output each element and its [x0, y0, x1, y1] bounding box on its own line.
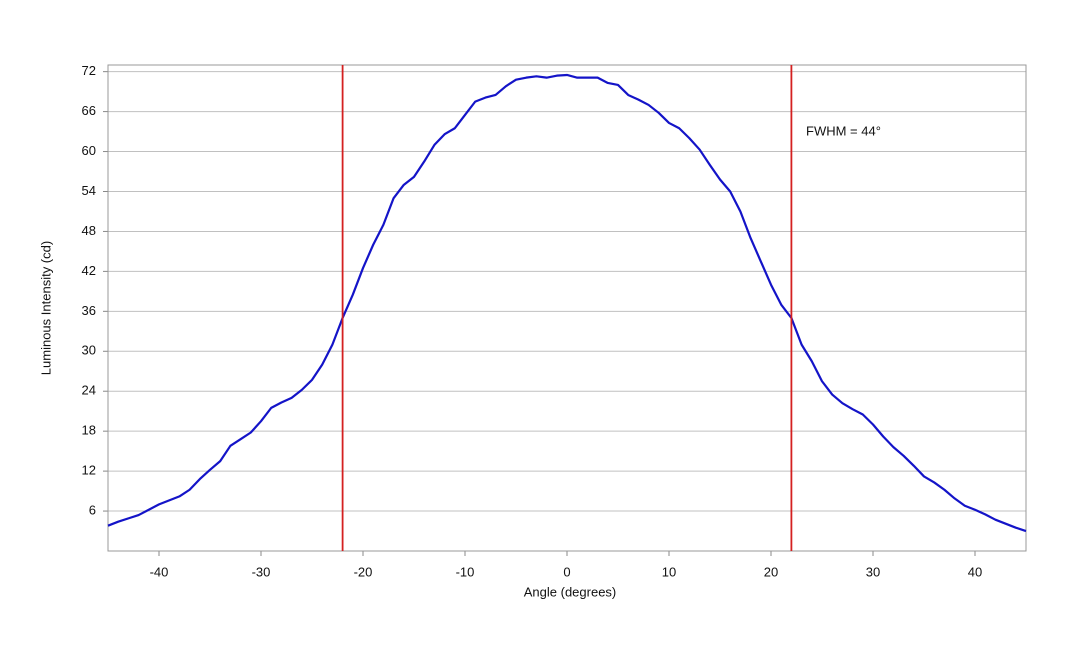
y-tick-label: 12: [82, 463, 96, 478]
y-tick-label: 6: [89, 502, 96, 517]
x-tick-label: 10: [662, 564, 676, 579]
x-tick-label: 0: [563, 564, 570, 579]
y-tick-label: 30: [82, 343, 96, 358]
y-tick-label: 42: [82, 263, 96, 278]
y-tick-label: 54: [82, 183, 96, 198]
x-tick-label: 20: [764, 564, 778, 579]
y-tick-label: 60: [82, 143, 96, 158]
x-tick-label: -10: [456, 564, 475, 579]
y-tick-label: 72: [82, 63, 96, 78]
x-tick-label: -20: [354, 564, 373, 579]
x-axis-title: Angle (degrees): [524, 584, 617, 599]
y-tick-label: 18: [82, 423, 96, 438]
y-axis-title: Luminous Intensity (cd): [38, 241, 53, 375]
annotation: FWHM = 44°: [806, 123, 881, 138]
y-tick-label: 48: [82, 223, 96, 238]
x-tick-label: -40: [150, 564, 169, 579]
x-tick-label: 30: [866, 564, 880, 579]
y-tick-label: 66: [82, 103, 96, 118]
x-tick-label: -30: [252, 564, 271, 579]
y-tick-label: 36: [82, 303, 96, 318]
data-line: [107, 73, 1027, 533]
x-tick-label: 40: [968, 564, 982, 579]
y-tick-label: 24: [82, 383, 96, 398]
plot-frame: [107, 64, 1027, 552]
